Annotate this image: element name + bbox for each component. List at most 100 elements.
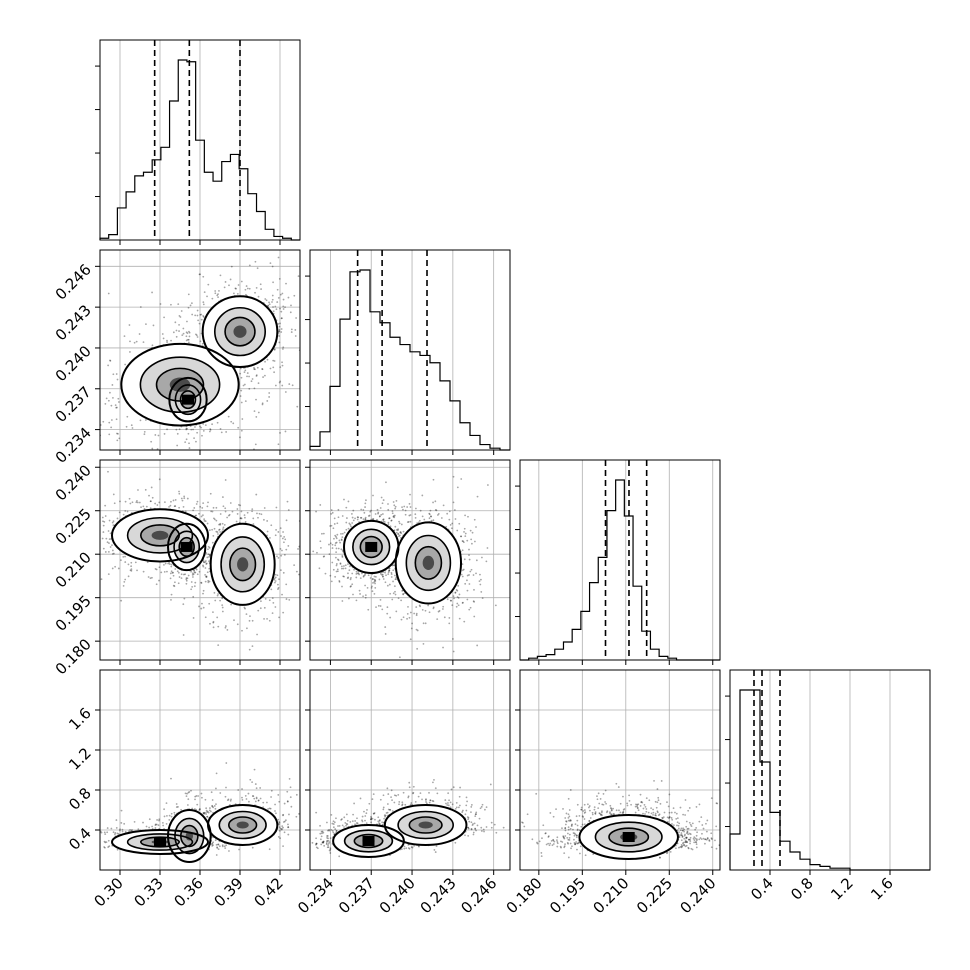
scatter-point — [468, 554, 470, 557]
panel-frame — [729, 669, 931, 871]
scatter-point — [285, 282, 287, 285]
scatter-point — [480, 591, 483, 593]
scatter-point — [149, 500, 152, 503]
scatter-point — [277, 322, 280, 325]
scatter-point — [274, 576, 277, 579]
scatter-point — [97, 839, 99, 841]
scatter-point — [107, 846, 110, 848]
scatter-point — [117, 432, 119, 435]
scatter-point — [416, 647, 419, 650]
scatter-point — [142, 821, 144, 824]
scatter-point — [441, 608, 444, 610]
scatter-point — [362, 575, 365, 578]
scatter-point — [409, 611, 412, 614]
scatter-point — [124, 578, 127, 581]
scatter-point — [400, 618, 403, 621]
scatter-point — [255, 797, 258, 800]
scatter-point — [127, 575, 130, 578]
scatter-point — [263, 518, 265, 521]
scatter-point — [228, 513, 231, 516]
scatter-point — [388, 517, 391, 520]
scatter-point — [335, 563, 338, 565]
scatter-point — [211, 541, 214, 544]
scatter-point — [326, 358, 328, 360]
scatter-point — [174, 499, 177, 501]
scatter-point — [374, 587, 377, 589]
scatter-point — [278, 616, 280, 619]
scatter-point — [427, 604, 430, 607]
scatter-point — [178, 506, 181, 509]
scatter-point — [371, 518, 374, 521]
scatter-point — [271, 612, 274, 615]
scatter-point — [248, 287, 251, 290]
scatter-point — [469, 570, 472, 573]
scatter-point — [116, 832, 119, 835]
scatter-point — [476, 495, 479, 498]
scatter-point — [202, 514, 204, 517]
scatter-point — [221, 597, 224, 600]
scatter-point — [402, 508, 404, 511]
scatter-point — [211, 510, 214, 513]
scatter-point — [381, 573, 384, 576]
scatter-point — [186, 497, 189, 500]
scatter-point — [198, 273, 201, 276]
scatter-point — [216, 847, 219, 849]
scatter-point — [183, 495, 186, 498]
scatter-point — [388, 517, 390, 520]
scatter-point — [108, 433, 111, 436]
scatter-point — [270, 789, 273, 792]
scatter-point — [448, 622, 451, 625]
scatter-point — [212, 844, 214, 847]
scatter-point — [345, 528, 348, 531]
scatter-point — [448, 518, 451, 521]
scatter-point — [243, 383, 246, 386]
scatter-point — [199, 340, 202, 343]
scatter-point — [102, 420, 105, 423]
scatter-point — [393, 529, 396, 532]
scatter-point — [343, 565, 345, 567]
scatter-point — [485, 560, 488, 563]
scatter-point — [335, 547, 338, 550]
scatter-point — [255, 493, 258, 496]
scatter-point — [120, 559, 122, 562]
scatter-point — [341, 600, 344, 602]
scatter-point — [219, 522, 222, 525]
scatter-point — [277, 256, 280, 259]
scatter-point — [342, 567, 345, 570]
scatter-point — [333, 523, 336, 525]
scatter-point — [364, 596, 367, 599]
scatter-point — [239, 372, 242, 375]
scatter-point — [473, 518, 476, 521]
scatter-point — [107, 364, 110, 367]
scatter-point — [158, 566, 161, 569]
scatter-point — [288, 598, 291, 601]
scatter-point — [476, 644, 479, 647]
scatter-point — [338, 539, 341, 542]
scatter-point — [191, 585, 194, 588]
scatter-point — [240, 280, 243, 283]
scatter-point — [475, 559, 478, 562]
scatter-point — [225, 844, 228, 847]
scatter-point — [125, 425, 128, 428]
scatter-point — [274, 384, 277, 387]
scatter-point — [216, 594, 219, 597]
scatter-point — [479, 573, 481, 576]
scatter-point — [391, 510, 394, 512]
scatter-point — [390, 576, 393, 578]
scatter-point — [450, 527, 453, 530]
scatter-point — [486, 547, 489, 549]
scatter-point — [107, 550, 110, 553]
scatter-point — [126, 415, 129, 418]
density-fill — [169, 377, 191, 392]
scatter-point — [131, 427, 134, 429]
scatter-point — [240, 517, 243, 520]
scatter-point — [232, 292, 235, 295]
scatter-point — [334, 542, 337, 544]
scatter-point — [362, 574, 365, 577]
x-tick-label: 0.4 — [747, 874, 777, 904]
scatter-point — [86, 846, 88, 848]
scatter-point — [341, 556, 344, 558]
scatter-point — [301, 589, 303, 591]
scatter-point — [397, 533, 400, 536]
scatter-point — [85, 488, 87, 490]
